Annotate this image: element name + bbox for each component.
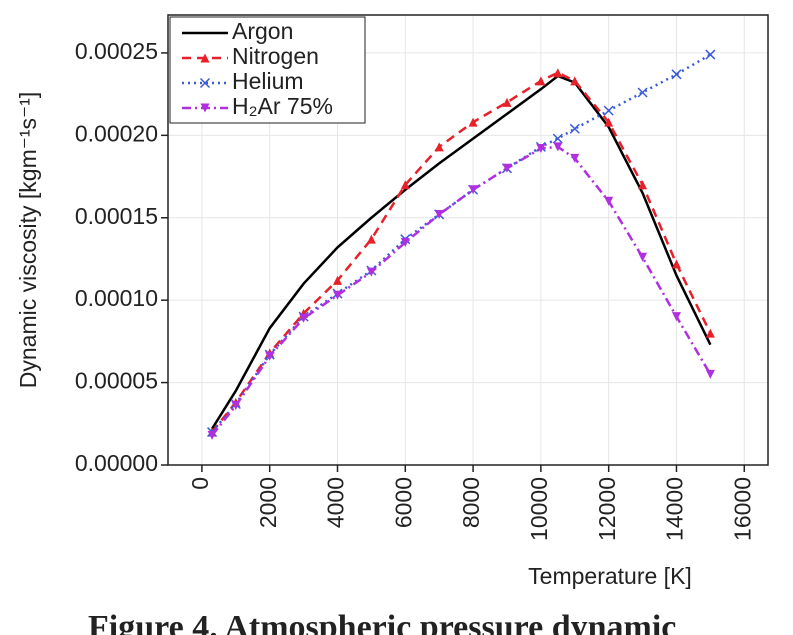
- x-tick-label: 2000: [255, 477, 281, 528]
- marker: [434, 142, 444, 152]
- marker: [299, 313, 309, 323]
- series-line: [211, 74, 712, 430]
- marker: [536, 76, 546, 86]
- marker: [400, 180, 410, 190]
- x-tick-label: 16000: [729, 477, 755, 541]
- x-tick-label: 6000: [390, 477, 416, 528]
- marker: [637, 87, 648, 98]
- marker: [671, 69, 682, 80]
- marker: [604, 196, 614, 206]
- marker: [366, 234, 376, 244]
- marker: [434, 209, 444, 219]
- y-tick-label: 0.00025: [75, 38, 158, 64]
- marker: [400, 237, 410, 247]
- marker: [552, 133, 563, 144]
- marker: [705, 49, 716, 60]
- marker: [468, 117, 478, 127]
- marker: [502, 163, 512, 173]
- marker: [604, 117, 614, 127]
- x-tick-label: 12000: [594, 477, 620, 541]
- marker: [502, 97, 512, 107]
- marker: [671, 312, 681, 322]
- y-tick-label: 0.00005: [75, 368, 158, 394]
- x-tick-label: 10000: [526, 477, 552, 541]
- marker: [265, 351, 275, 361]
- marker: [468, 185, 478, 195]
- legend-marker: [200, 53, 210, 63]
- marker: [570, 76, 580, 86]
- marker: [570, 153, 580, 163]
- x-axis-label: Temperature [K]: [528, 563, 692, 589]
- y-tick-label: 0.00000: [75, 450, 158, 476]
- marker: [366, 267, 376, 277]
- marker: [569, 123, 580, 134]
- series-line: [211, 53, 712, 433]
- marker: [638, 180, 648, 190]
- plot-frame: [167, 14, 769, 466]
- marker: [332, 290, 342, 300]
- x-tick-label: 4000: [323, 477, 349, 528]
- y-tick-label: 0.00010: [75, 285, 158, 311]
- x-tick-label: 14000: [662, 477, 688, 541]
- marker: [603, 105, 614, 116]
- y-axis-label: Dynamic viscosity [kgm⁻¹s⁻¹]: [15, 92, 41, 388]
- marker: [553, 142, 563, 152]
- marker: [231, 401, 241, 411]
- marker: [671, 259, 681, 269]
- series-line: [211, 145, 712, 437]
- series-line: [211, 71, 712, 433]
- legend-marker: [200, 103, 210, 113]
- marker: [207, 430, 217, 440]
- y-tick-label: 0.00015: [75, 203, 158, 229]
- marker: [553, 68, 563, 78]
- marker: [536, 144, 546, 154]
- legend-marker: [199, 77, 211, 89]
- legend-label: Argon: [232, 18, 293, 44]
- marker: [705, 328, 715, 338]
- x-tick-label: 0: [187, 477, 213, 490]
- marker: [705, 369, 715, 379]
- x-tick-label: 8000: [458, 477, 484, 528]
- legend-label: H₂Ar 75%: [232, 93, 333, 119]
- y-tick-label: 0.00020: [75, 120, 158, 146]
- caption: Figure 4. Atmospheric pressure dynamic: [88, 609, 676, 635]
- marker: [332, 275, 342, 285]
- legend-label: Helium: [232, 68, 304, 94]
- legend-label: Nitrogen: [232, 43, 319, 69]
- marker: [638, 252, 648, 262]
